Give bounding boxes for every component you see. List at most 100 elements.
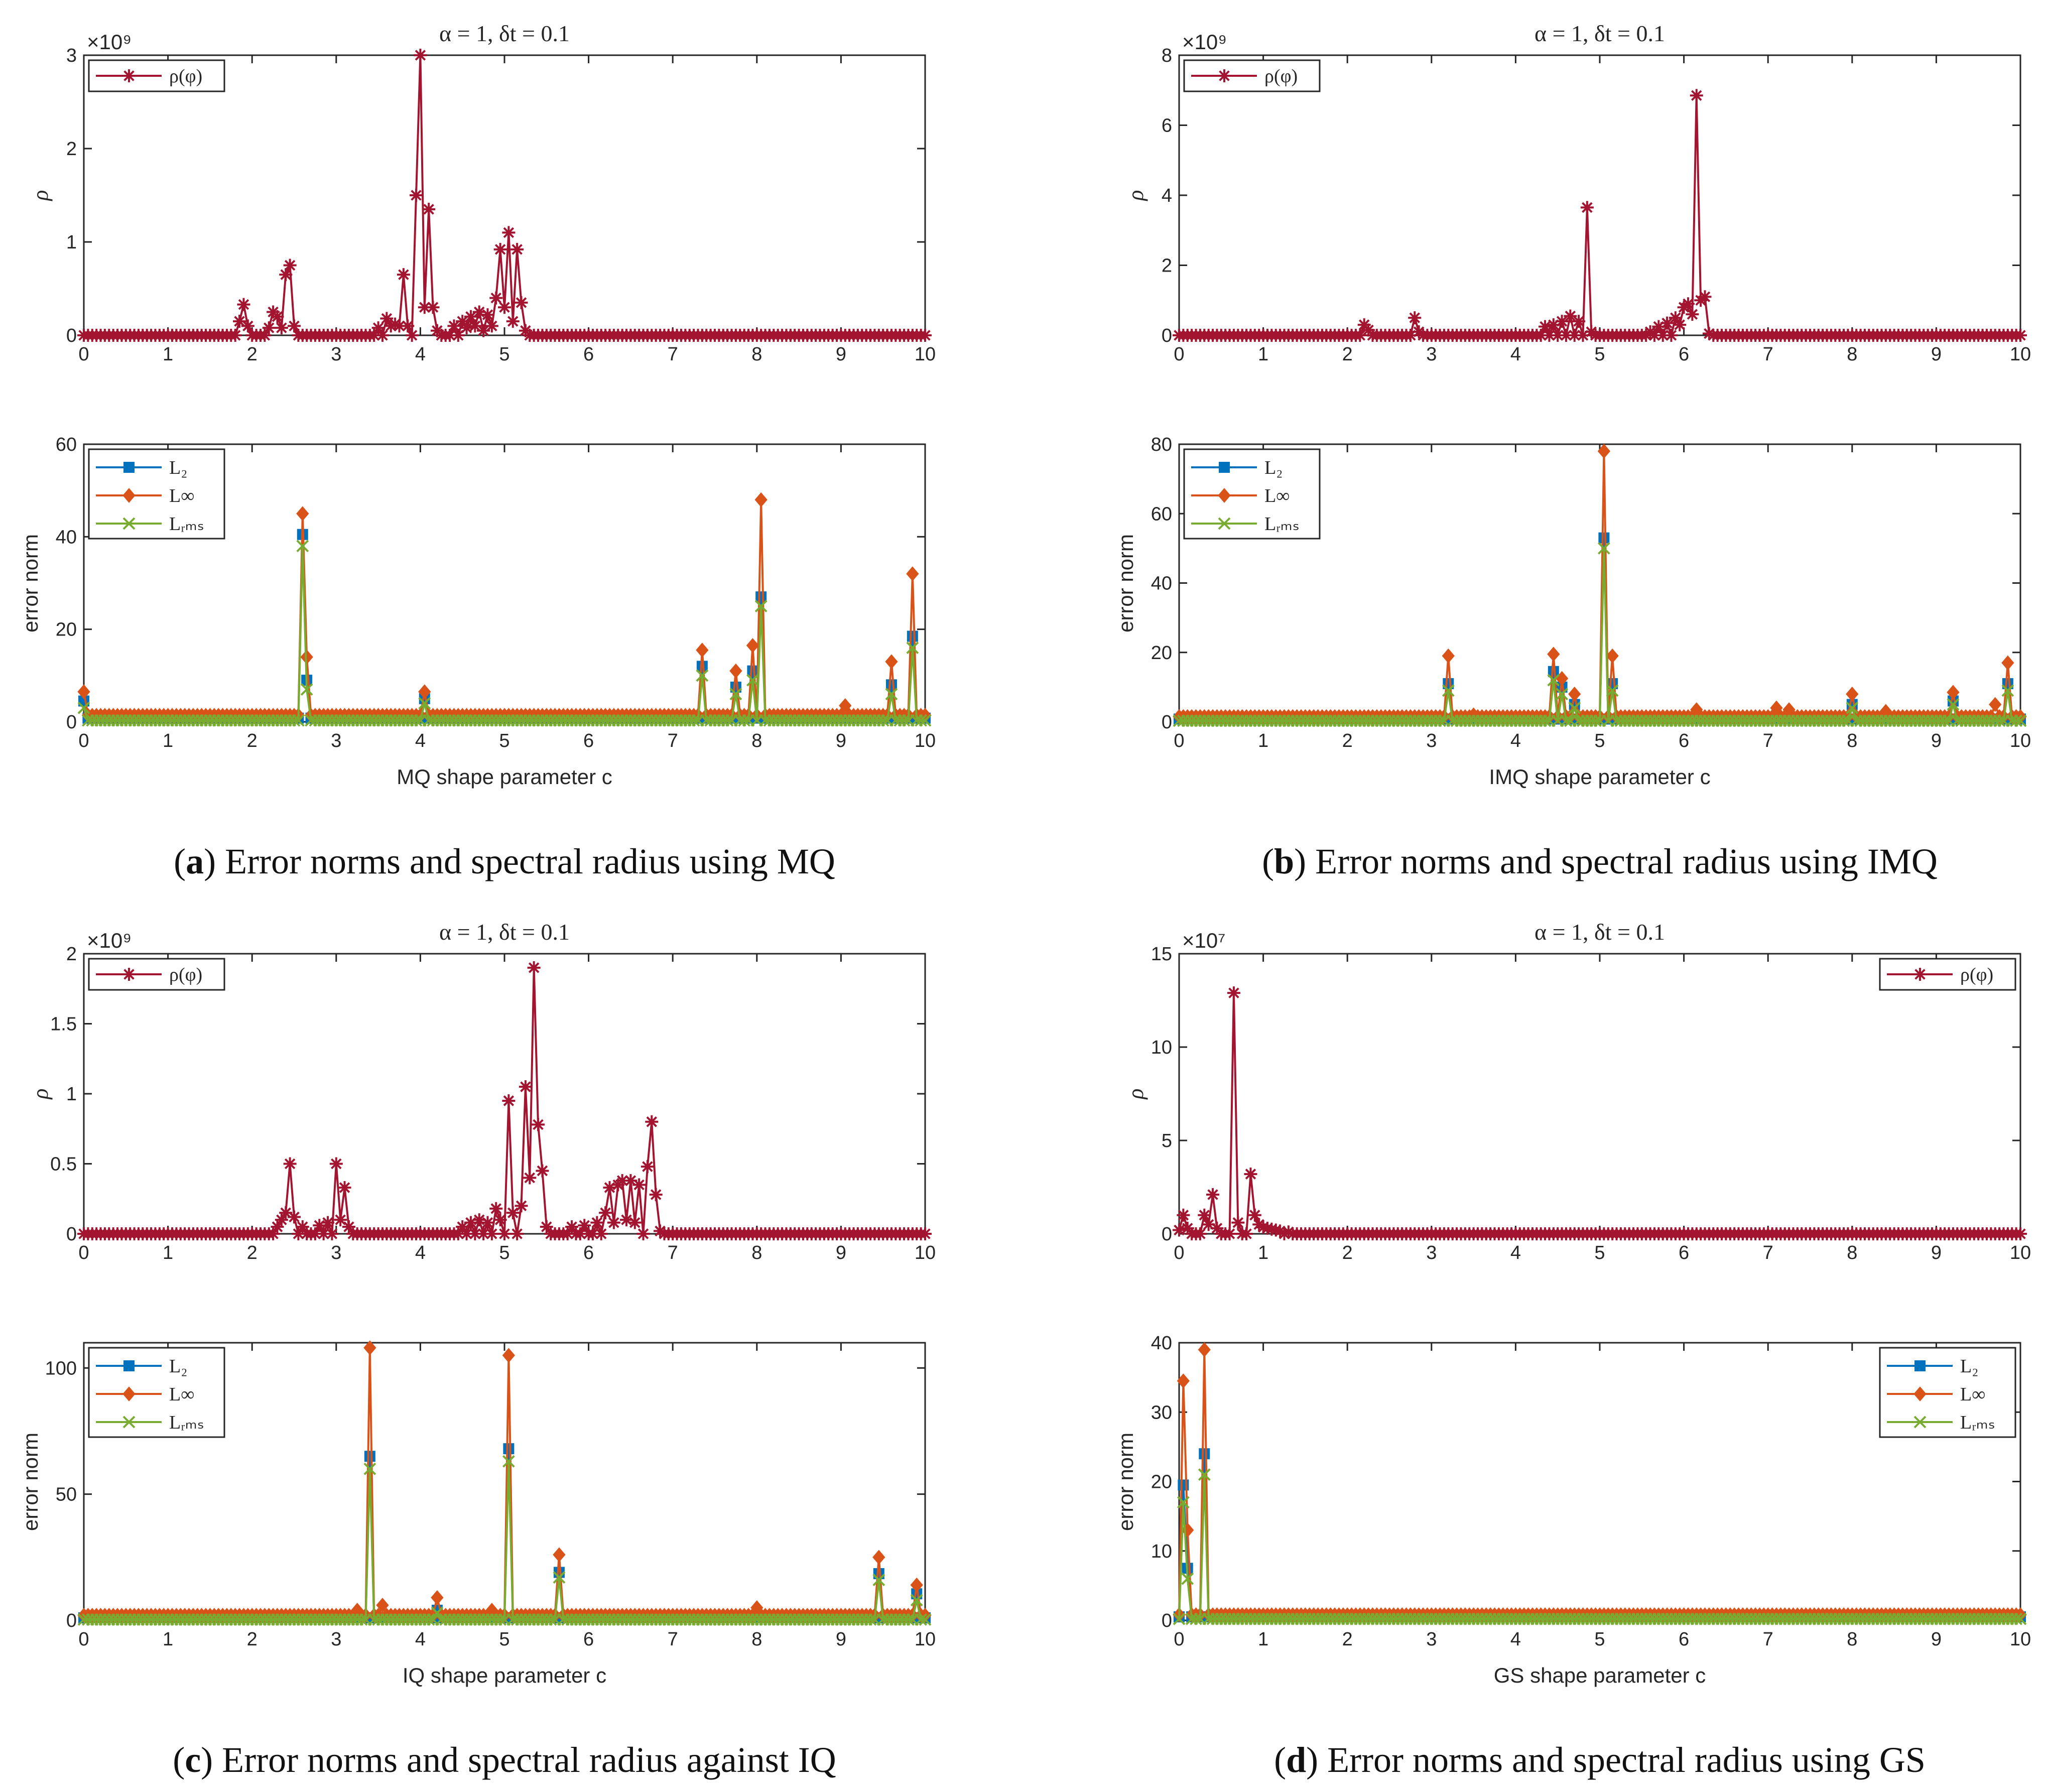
data-point bbox=[915, 714, 928, 727]
data-point bbox=[1568, 686, 1581, 702]
caption-letter: a bbox=[186, 841, 204, 881]
data-point bbox=[418, 697, 431, 710]
y-tick-label: 2 bbox=[66, 139, 77, 160]
data-point bbox=[493, 242, 507, 256]
data-point bbox=[292, 714, 305, 727]
data-point bbox=[1673, 318, 1687, 332]
x-tick-label: 2 bbox=[247, 1629, 258, 1650]
legend-label-linf: L∞ bbox=[169, 1384, 194, 1405]
x-tick-label: 5 bbox=[499, 1242, 509, 1263]
y-tick-label: 10 bbox=[1151, 1541, 1172, 1562]
x-tick-label: 5 bbox=[499, 1629, 509, 1650]
y-tick-label: 0 bbox=[66, 325, 77, 346]
data-point bbox=[472, 1213, 486, 1227]
legend-label-rho: ρ(φ) bbox=[169, 66, 202, 87]
series-asterisk bbox=[1173, 986, 2027, 1240]
data-point bbox=[493, 1213, 507, 1227]
data-point bbox=[2014, 1612, 2027, 1625]
data-point bbox=[2014, 1227, 2027, 1240]
series-x bbox=[77, 1455, 932, 1626]
plot-area bbox=[83, 953, 926, 1235]
caption-letter: d bbox=[1286, 1740, 1306, 1780]
y-tick-label: 1 bbox=[66, 232, 77, 253]
data-point bbox=[1198, 1468, 1211, 1481]
data-point bbox=[1223, 1227, 1236, 1240]
data-point bbox=[754, 600, 768, 612]
data-point bbox=[1210, 1221, 1224, 1235]
chart-title: α = 1, δt = 0.1 bbox=[1535, 21, 1665, 46]
data-point bbox=[721, 714, 734, 727]
x-tick-label: 0 bbox=[78, 1629, 89, 1650]
legend-label-rho: ρ(φ) bbox=[1960, 964, 1993, 985]
data-point bbox=[342, 1220, 355, 1234]
y-axis-label: error norm bbox=[19, 534, 42, 632]
y-tick-label: 5 bbox=[1162, 1130, 1172, 1151]
y-tick-label: 50 bbox=[56, 1484, 77, 1505]
data-point bbox=[885, 654, 898, 670]
data-point bbox=[418, 301, 431, 314]
y-tick-label: 40 bbox=[1151, 1333, 1172, 1354]
legend-label-l2: L₂ bbox=[1960, 1356, 1978, 1377]
data-point bbox=[1913, 968, 1927, 981]
axes-d-error-norms: 0 1 2 3 4 5 6 7 8 9 10 0 10 20 30 40 L₂ L∞ Lᵣₘₛ bbox=[1151, 1333, 2031, 1650]
data-point bbox=[1647, 329, 1661, 342]
data-point bbox=[321, 1216, 335, 1229]
data-point bbox=[1539, 320, 1552, 333]
legend-label-lrms: Lᵣₘₛ bbox=[169, 514, 204, 535]
data-point bbox=[910, 1594, 923, 1607]
y-tick-label: 1.5 bbox=[50, 1014, 77, 1035]
data-point bbox=[460, 1227, 473, 1240]
x-tick-label: 3 bbox=[331, 730, 341, 751]
x-tick-label: 3 bbox=[1426, 1242, 1437, 1263]
y-axis-label: error norm bbox=[19, 1433, 42, 1531]
x-tick-label: 1 bbox=[163, 344, 173, 365]
x-tick-label: 9 bbox=[1931, 344, 1942, 365]
data-point bbox=[1770, 700, 1783, 716]
data-point bbox=[506, 315, 520, 328]
x-tick-label: 5 bbox=[1594, 1629, 1605, 1650]
data-point bbox=[1539, 714, 1552, 727]
data-point bbox=[77, 684, 90, 699]
legend-label-l2: L₂ bbox=[169, 457, 187, 478]
data-point bbox=[729, 663, 742, 679]
data-point bbox=[523, 1171, 537, 1185]
y-axis-label: ρ bbox=[28, 190, 53, 201]
x-tick-label: 4 bbox=[1510, 1242, 1521, 1263]
data-point bbox=[371, 321, 385, 335]
data-point bbox=[2010, 1612, 2023, 1625]
data-point bbox=[607, 1216, 620, 1229]
data-point bbox=[283, 1157, 297, 1171]
data-point bbox=[122, 1416, 136, 1429]
data-point bbox=[1193, 1227, 1207, 1240]
data-point bbox=[2001, 655, 2014, 671]
x-tick-label: 2 bbox=[1342, 344, 1353, 365]
data-point bbox=[275, 321, 288, 335]
data-point bbox=[1597, 542, 1610, 555]
data-point bbox=[267, 1227, 280, 1240]
data-point bbox=[515, 296, 528, 309]
legend-label-rho: ρ(φ) bbox=[1264, 66, 1298, 87]
x-tick-label: 3 bbox=[1426, 1629, 1437, 1650]
panel-caption: (a) Error norms and spectral radius usin… bbox=[174, 841, 835, 881]
data-point bbox=[1547, 674, 1560, 687]
data-point bbox=[729, 688, 742, 701]
data-point bbox=[527, 961, 541, 974]
data-point bbox=[1606, 684, 1619, 697]
data-point bbox=[485, 319, 498, 333]
y-tick-label: 0 bbox=[66, 1610, 77, 1631]
data-point bbox=[898, 714, 911, 727]
caption-text: ) Error norms and spectral radius agains… bbox=[201, 1740, 836, 1780]
data-point bbox=[746, 674, 759, 687]
data-point bbox=[696, 669, 709, 682]
legend-label-linf: L∞ bbox=[169, 485, 194, 506]
data-point bbox=[241, 319, 254, 333]
data-point bbox=[1362, 323, 1375, 337]
data-point bbox=[1702, 327, 1716, 340]
data-point bbox=[1551, 329, 1565, 342]
x-tick-label: 6 bbox=[583, 1242, 594, 1263]
axes-c-spectral-radius: 0 1 2 3 4 5 6 7 8 9 10 0 0.5 1 1.5 2 ρ(φ) bbox=[50, 944, 936, 1263]
y-tick-label: 40 bbox=[1151, 573, 1172, 594]
data-point bbox=[498, 301, 511, 314]
x-tick-label: 5 bbox=[1594, 344, 1605, 365]
panel-caption: (d) Error norms and spectral radius usin… bbox=[1274, 1740, 1926, 1780]
